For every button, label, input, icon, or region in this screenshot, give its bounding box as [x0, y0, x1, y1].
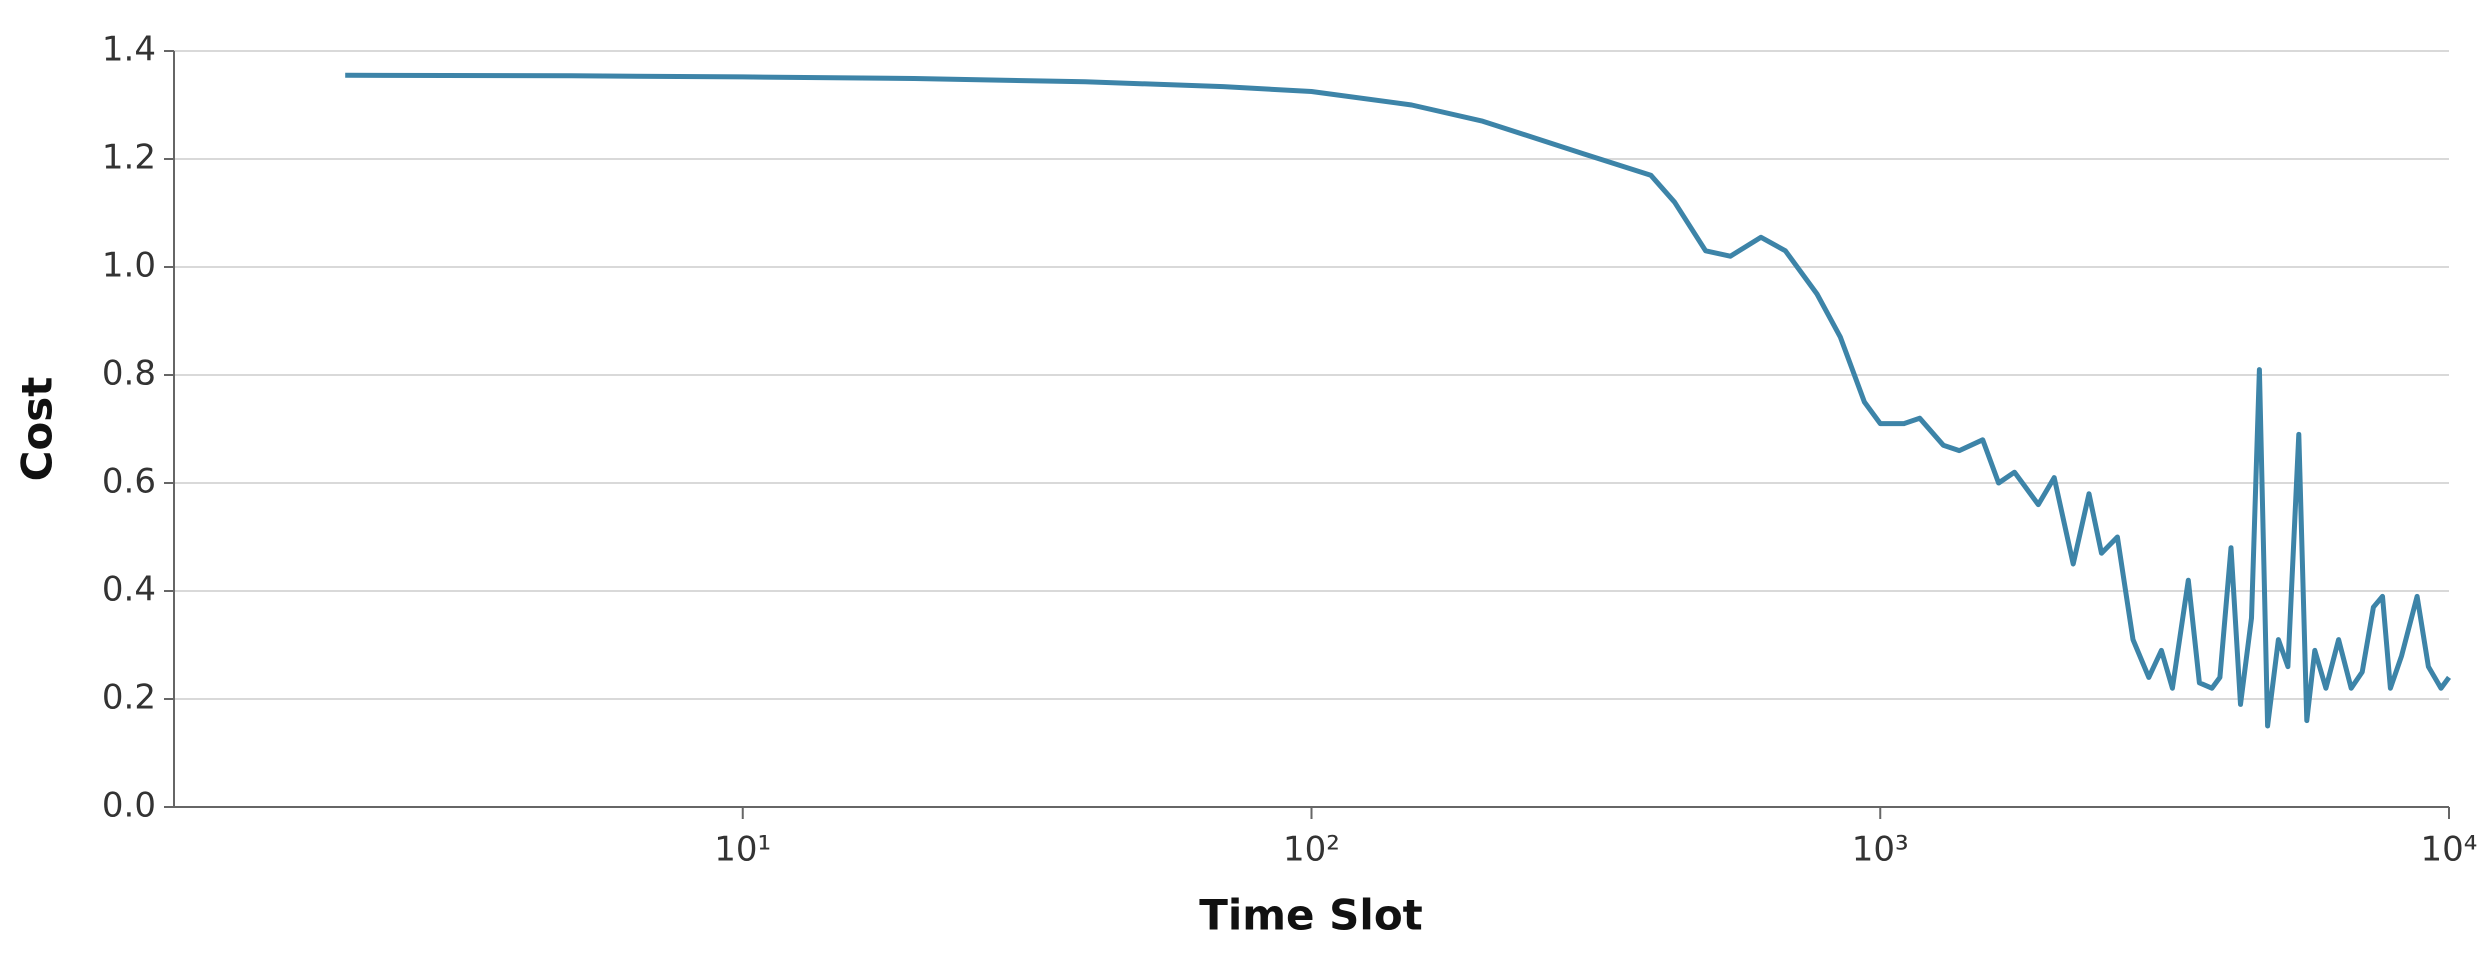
- line: [345, 72, 2452, 729]
- x-axis-title: Time Slot: [1199, 891, 1423, 940]
- y-tick-label: 0.8: [102, 354, 156, 394]
- y-tick-label: 1.2: [102, 138, 156, 178]
- y-tick-label: 1.0: [102, 246, 156, 286]
- x-tick-label: 10⁴: [2421, 830, 2478, 870]
- y-tick-label: 0.0: [102, 786, 156, 826]
- y-tick-label: 0.2: [102, 678, 156, 718]
- y-tick-label: 0.6: [102, 462, 156, 502]
- y-axis-title: Cost: [13, 377, 62, 482]
- y-tick-label: 1.4: [102, 30, 156, 70]
- x-tick-label: 10¹: [714, 830, 771, 870]
- x-tick-label: 10³: [1852, 830, 1909, 870]
- y-tick-label: 0.4: [102, 570, 156, 610]
- x-tick-label: 10²: [1283, 830, 1340, 870]
